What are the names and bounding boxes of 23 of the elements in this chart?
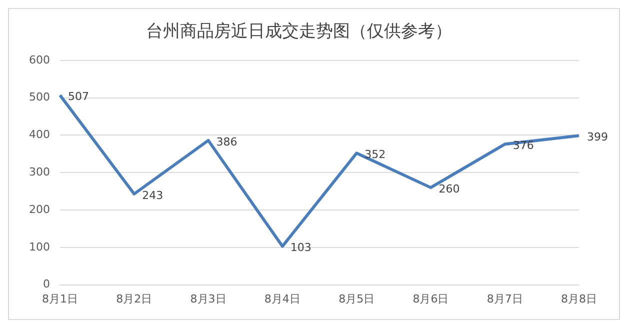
y-tick-label: 200 [28, 202, 50, 216]
x-tick-label: 8月2日 [116, 292, 152, 306]
x-tick-label: 8月4日 [264, 292, 300, 306]
data-label: 243 [142, 188, 164, 202]
y-tick-label: 400 [28, 128, 50, 142]
y-tick-label: 500 [28, 90, 50, 104]
x-tick-label: 8月6日 [412, 292, 449, 306]
x-tick-label: 8月3日 [190, 292, 226, 306]
data-label: 260 [438, 182, 460, 196]
y-tick-label: 300 [28, 165, 50, 178]
data-label: 399 [587, 130, 608, 144]
x-tick-label: 8月5日 [338, 292, 375, 306]
x-tick-label: 8月1日 [42, 292, 78, 306]
y-tick-label: 100 [28, 240, 50, 254]
y-tick-label: 0 [42, 278, 50, 291]
chart-title: 台州商品房近日成交走势图（仅供参考） [146, 22, 452, 42]
data-label: 507 [68, 90, 89, 104]
data-label: 386 [216, 135, 238, 148]
data-label: 103 [290, 241, 312, 254]
data-label: 352 [364, 148, 386, 162]
x-tick-label: 8月7日 [486, 292, 523, 306]
y-tick-label: 600 [28, 53, 50, 66]
x-tick-label: 8月8日 [561, 292, 597, 306]
